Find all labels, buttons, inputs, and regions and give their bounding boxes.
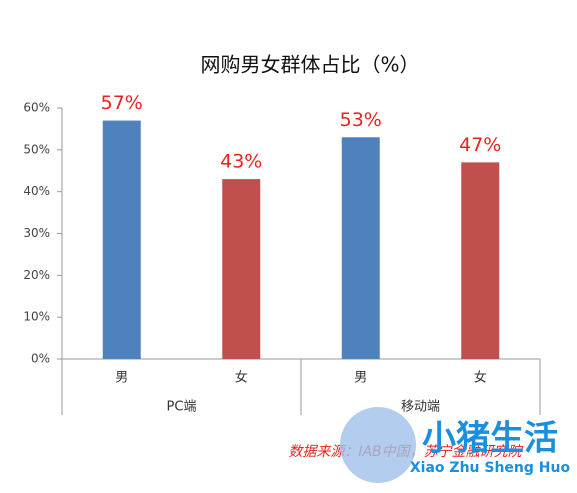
bar (222, 179, 261, 359)
value-label: 53% (340, 109, 382, 131)
bar (102, 120, 141, 359)
y-tick-label: 50% (23, 142, 50, 156)
group-label: 移动端 (401, 400, 440, 415)
x-tick-label: 男 (115, 371, 128, 386)
watermark-logo (340, 407, 416, 483)
x-tick-label: 女 (235, 370, 248, 386)
y-tick-label: 10% (23, 310, 50, 324)
x-tick-label: 男 (354, 371, 367, 386)
group-label: PC端 (167, 400, 197, 415)
bar (461, 162, 500, 359)
x-tick-label: 女 (474, 370, 487, 386)
y-tick-label: 0% (31, 352, 50, 366)
bar (341, 137, 380, 359)
watermark-title: 小猪生活 (422, 419, 558, 459)
watermark-subtitle: Xiao Zhu Sheng Huo (410, 460, 571, 476)
y-tick-label: 30% (23, 226, 50, 240)
value-label: 47% (459, 134, 501, 156)
value-label: 43% (220, 151, 262, 173)
y-tick-label: 40% (23, 184, 50, 198)
y-tick-label: 20% (23, 268, 50, 282)
value-label: 57% (101, 92, 143, 114)
y-tick-label: 60% (23, 101, 50, 115)
chart-title: 网购男女群体占比（%） (200, 53, 419, 77)
